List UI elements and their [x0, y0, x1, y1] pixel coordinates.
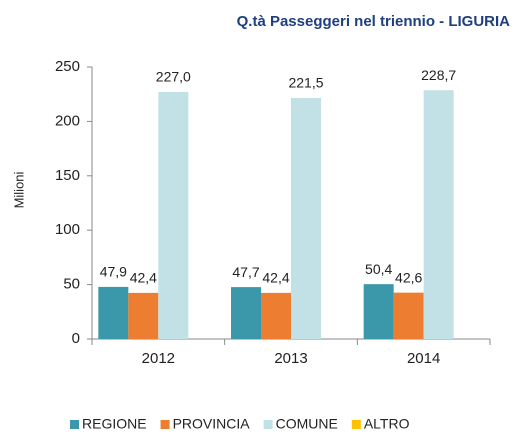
y-tick-label: 150	[55, 167, 80, 184]
value-label: 221,5	[288, 75, 323, 91]
bar	[363, 284, 394, 339]
y-tick-label: 50	[63, 276, 80, 293]
bar	[393, 292, 424, 339]
bar	[291, 98, 321, 340]
legend-swatch	[160, 420, 170, 429]
x-tick-label: 2014	[407, 350, 440, 367]
y-tick-label: 0	[72, 330, 80, 347]
legend-swatch	[263, 420, 273, 429]
y-tick-label: 200	[55, 112, 80, 129]
value-label: 50,4	[365, 261, 392, 277]
legend-swatch	[70, 420, 79, 429]
bar	[261, 292, 291, 339]
value-label: 42,6	[395, 269, 422, 285]
x-tick-label: 2013	[274, 350, 307, 367]
legend-label: PROVINCIA	[173, 416, 251, 432]
legend-label: REGIONE	[82, 416, 147, 432]
y-axis-label: Milioni	[11, 171, 26, 208]
legend-label: ALTRO	[364, 416, 410, 432]
y-tick-label: 250	[55, 58, 80, 75]
value-label: 227,0	[156, 69, 191, 85]
y-tick-label: 100	[55, 221, 80, 238]
legend-swatch	[351, 420, 361, 429]
value-label: 47,7	[232, 264, 259, 280]
bar	[98, 286, 129, 339]
value-label: 42,4	[262, 270, 289, 286]
bar	[231, 287, 261, 339]
bar	[158, 92, 189, 339]
bar	[423, 90, 454, 339]
x-tick-label: 2012	[142, 350, 175, 367]
value-label: 42,4	[130, 270, 157, 286]
chart-title: Q.tà Passeggeri nel triennio - LIGURIA	[237, 13, 511, 30]
bar	[128, 292, 159, 339]
legend-label: COMUNE	[276, 416, 338, 432]
value-label: 47,9	[100, 264, 127, 280]
value-label: 228,7	[421, 67, 456, 83]
